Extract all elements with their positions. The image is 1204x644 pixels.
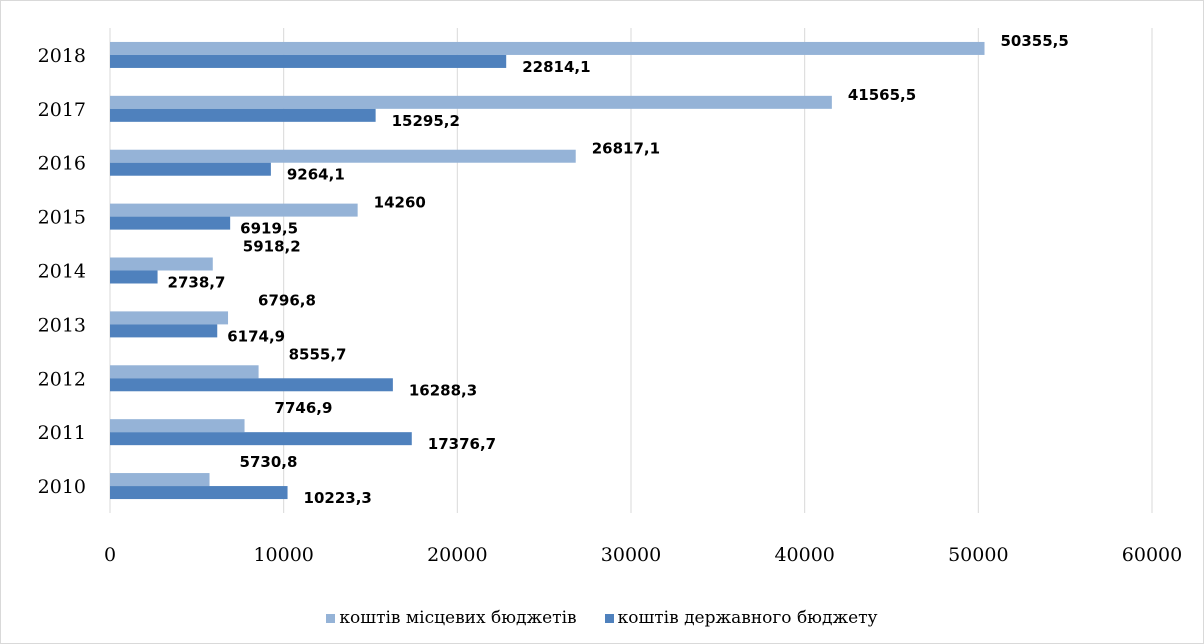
legend-label-state: коштів державного бюджету bbox=[617, 608, 878, 628]
data-label-state: 6174,9 bbox=[227, 327, 285, 345]
y-category-label: 2017 bbox=[38, 99, 86, 121]
legend-swatch-local bbox=[326, 613, 336, 623]
x-tick-label: 50000 bbox=[948, 544, 1008, 566]
data-label-state: 17376,7 bbox=[428, 435, 496, 453]
bar-state-budget bbox=[110, 270, 158, 284]
bar-local-budget bbox=[110, 203, 358, 217]
bar-local-budget bbox=[110, 149, 576, 163]
x-tick-label: 0 bbox=[104, 544, 116, 566]
data-label-local: 5730,8 bbox=[240, 453, 298, 471]
data-label-local: 14260 bbox=[374, 194, 426, 212]
data-label-local: 26817,1 bbox=[592, 140, 660, 158]
legend: коштів місцевих бюджетів коштів державно… bbox=[0, 606, 1204, 630]
y-category-label: 2018 bbox=[38, 45, 86, 67]
data-label-local: 50355,5 bbox=[1001, 32, 1069, 50]
x-tick-label: 30000 bbox=[601, 544, 661, 566]
bar-local-budget bbox=[110, 95, 832, 109]
bar-state-budget bbox=[110, 432, 412, 446]
data-label-state: 2738,7 bbox=[168, 274, 226, 292]
legend-label-local: коштів місцевих бюджетів bbox=[339, 608, 577, 628]
y-category-label: 2010 bbox=[38, 476, 86, 498]
data-label-state: 15295,2 bbox=[392, 112, 460, 130]
data-label-local: 7746,9 bbox=[275, 399, 333, 417]
x-tick-label: 60000 bbox=[1122, 544, 1182, 566]
bar-local-budget bbox=[110, 41, 985, 55]
bar-state-budget bbox=[110, 378, 393, 392]
data-label-state: 9264,1 bbox=[287, 166, 345, 184]
legend-item-local: коштів місцевих бюджетів bbox=[326, 608, 577, 628]
y-category-label: 2012 bbox=[38, 368, 86, 390]
data-label-state: 10223,3 bbox=[304, 489, 372, 507]
y-category-label: 2015 bbox=[38, 207, 86, 229]
data-label-state: 22814,1 bbox=[522, 58, 590, 76]
y-category-label: 2013 bbox=[38, 314, 86, 336]
bar-state-budget bbox=[110, 216, 231, 230]
y-category-label: 2011 bbox=[38, 422, 86, 444]
data-label-state: 16288,3 bbox=[409, 381, 477, 399]
bar-state-budget bbox=[110, 162, 271, 176]
bar-state-budget bbox=[110, 486, 288, 500]
bar-local-budget bbox=[110, 311, 229, 325]
data-label-local: 41565,5 bbox=[848, 86, 916, 104]
bar-state-budget bbox=[110, 324, 218, 338]
bar-local-budget bbox=[110, 473, 210, 487]
data-label-local: 8555,7 bbox=[289, 345, 347, 363]
bar-state-budget bbox=[110, 108, 376, 122]
bar-local-budget bbox=[110, 365, 259, 379]
data-label-state: 6919,5 bbox=[240, 220, 298, 238]
x-tick-label: 10000 bbox=[253, 544, 313, 566]
x-tick-label: 20000 bbox=[427, 544, 487, 566]
bar-state-budget bbox=[110, 54, 507, 68]
legend-swatch-state bbox=[604, 613, 614, 623]
x-tick-label: 40000 bbox=[774, 544, 834, 566]
legend-item-state: коштів державного бюджету bbox=[604, 608, 878, 628]
data-label-local: 5918,2 bbox=[243, 238, 301, 256]
bar-local-budget bbox=[110, 257, 213, 271]
bar-local-budget bbox=[110, 419, 245, 433]
y-category-label: 2016 bbox=[38, 153, 86, 175]
y-category-label: 2014 bbox=[38, 261, 86, 283]
data-label-local: 6796,8 bbox=[258, 291, 316, 309]
